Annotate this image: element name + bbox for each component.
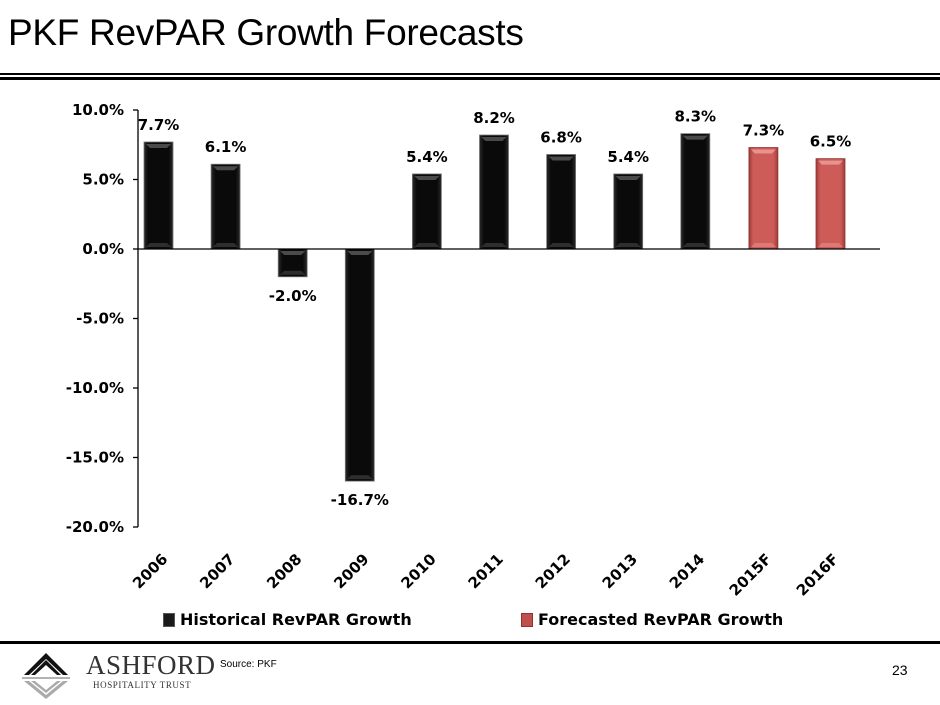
footer-divider xyxy=(0,641,940,644)
x-tick-label: 2011 xyxy=(465,550,507,592)
bar-2010 xyxy=(411,173,442,250)
data-labels: 7.7% 6.1% -2.0% -16.7% 5.4% 8.2% 6.8% 5.4% 8.3% 7… xyxy=(138,108,852,510)
data-label-2016F: 6.5% xyxy=(810,133,852,151)
x-tick-label: 2015F xyxy=(726,550,775,599)
y-tick-label: 0.0% xyxy=(82,240,124,258)
data-label-2013: 5.4% xyxy=(607,148,649,166)
bar-bevel-top xyxy=(414,175,440,180)
y-axis: 10.0% 5.0% 0.0% -5.0% -10.0% -15.0% -20.0% xyxy=(66,101,139,536)
bar-bevel-top xyxy=(347,251,373,255)
bar-2012 xyxy=(546,154,576,250)
legend-item-historical: Historical RevPAR Growth xyxy=(163,610,412,629)
y-tick-label: 5.0% xyxy=(82,171,124,189)
bar-2014 xyxy=(680,133,711,250)
y-tick-label: -20.0% xyxy=(66,518,124,536)
data-label-2010: 5.4% xyxy=(406,148,448,166)
bar-bevel-bottom xyxy=(213,243,239,247)
x-tick-label: 2010 xyxy=(397,550,439,592)
y-tick-label: -5.0% xyxy=(76,310,124,328)
bar-bevel-bottom xyxy=(818,243,843,247)
data-label-2008: -2.0% xyxy=(269,287,317,305)
bar-chart: 10.0% 5.0% 0.0% -5.0% -10.0% -15.0% -20.0% 7.7… xyxy=(66,101,880,600)
bar-2006 xyxy=(143,141,174,250)
x-tick-label: 2012 xyxy=(532,550,574,592)
data-label-2015F: 7.3% xyxy=(743,122,785,140)
data-label-2014: 8.3% xyxy=(674,108,716,126)
data-label-2007: 6.1% xyxy=(205,138,247,156)
bar-bevel-bottom xyxy=(280,270,306,275)
bar-2013 xyxy=(613,173,644,250)
bars xyxy=(143,133,846,482)
bar-bevel-top xyxy=(481,137,507,142)
y-tick-label: 10.0% xyxy=(72,101,124,119)
bar-2009 xyxy=(344,248,375,482)
x-tick-label: 2007 xyxy=(196,550,238,592)
data-label-2006: 7.7% xyxy=(138,116,180,134)
x-tick-label: 2014 xyxy=(666,550,708,592)
bar-bevel-top xyxy=(818,160,843,165)
bar-bevel-bottom xyxy=(548,243,574,247)
bar-bevel-bottom xyxy=(146,243,171,247)
data-label-2011: 8.2% xyxy=(473,109,515,127)
bar-bevel-top xyxy=(213,166,239,171)
y-tick-label: -10.0% xyxy=(66,379,124,397)
y-tick-label: -15.0% xyxy=(66,449,124,467)
x-axis: 2006 2007 2008 2009 2010 2011 2012 2013 2014 2015… xyxy=(129,248,880,600)
bar-bevel-bottom xyxy=(347,475,373,480)
x-tick-label: 2013 xyxy=(599,550,641,592)
logo-brand-name: ASHFORD xyxy=(86,650,216,680)
x-tick-label: 2016F xyxy=(793,550,842,599)
bar-bevel-top xyxy=(146,143,171,148)
page-title: PKF RevPAR Growth Forecasts xyxy=(8,12,524,53)
bar-2011 xyxy=(479,134,509,250)
bar-bevel-top xyxy=(280,251,306,255)
legend-label-historical: Historical RevPAR Growth xyxy=(180,610,412,629)
bar-2015F xyxy=(748,147,779,250)
legend-label-forecast: Forecasted RevPAR Growth xyxy=(538,610,784,629)
logo-brand-subtitle: HOSPITALITY TRUST xyxy=(93,680,192,690)
bar-bevel-top xyxy=(750,149,776,154)
title-divider-thick xyxy=(0,77,940,80)
legend-swatch-historical xyxy=(163,612,175,627)
ashford-logo-icon xyxy=(22,653,70,699)
x-tick-label: 2008 xyxy=(263,550,305,592)
x-tick-label: 2006 xyxy=(129,550,171,592)
bar-bevel-bottom xyxy=(615,243,641,247)
legend-swatch-forecast xyxy=(521,612,533,627)
bar-bevel-top xyxy=(682,135,708,140)
legend-item-forecast: Forecasted RevPAR Growth xyxy=(521,610,783,629)
bar-2007 xyxy=(210,163,241,250)
data-label-2009: -16.7% xyxy=(331,491,389,509)
bar-bevel-top xyxy=(548,156,574,161)
bar-bevel-bottom xyxy=(481,243,507,247)
title-divider xyxy=(0,73,940,75)
x-tick-label: 2009 xyxy=(330,550,372,592)
bar-bevel-top xyxy=(615,175,641,180)
bar-bevel-bottom xyxy=(414,243,440,247)
page-number: 23 xyxy=(892,662,908,678)
bar-2016F xyxy=(815,158,846,250)
bar-bevel-bottom xyxy=(682,243,708,247)
bar-bevel-bottom xyxy=(750,243,776,247)
source-note: Source: PKF xyxy=(220,659,277,670)
data-label-2012: 6.8% xyxy=(540,128,582,146)
